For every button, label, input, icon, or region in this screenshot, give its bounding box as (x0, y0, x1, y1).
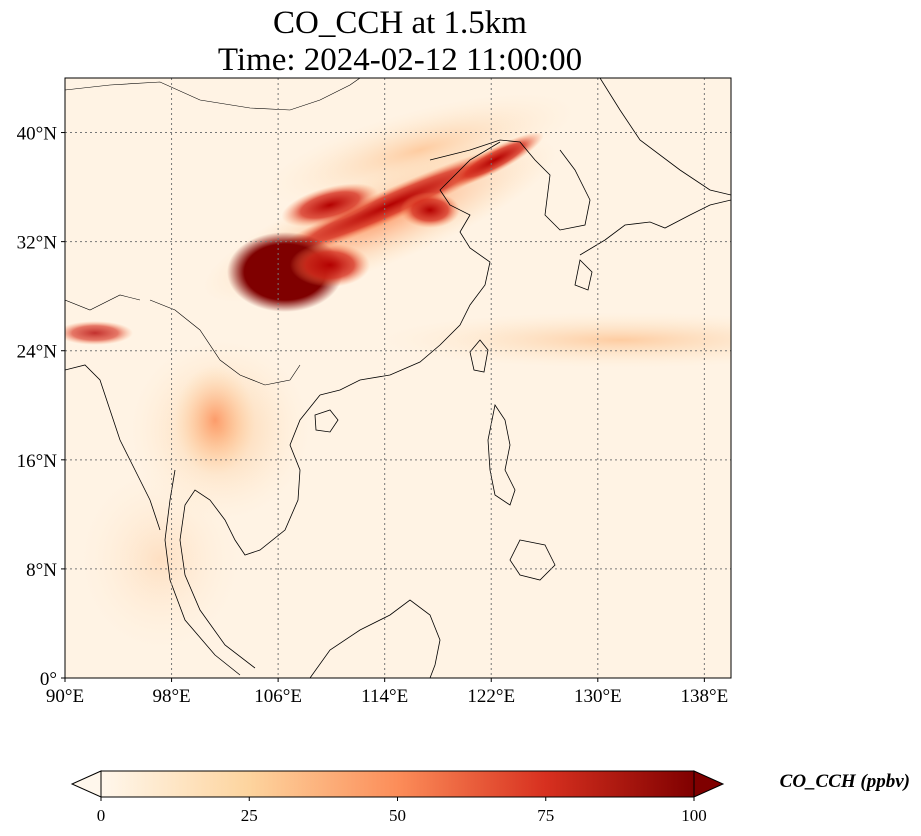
colorbar-tick-label: 25 (241, 806, 258, 825)
coastline-japan (579, 199, 731, 256)
haze-ecs-band (380, 312, 731, 368)
x-tick-label: 138°E (681, 686, 729, 707)
y-tick-label: 0° (40, 669, 57, 690)
colorbar-extend-min (70, 770, 102, 798)
coastline-russia (599, 78, 731, 196)
plume-shandong (400, 192, 460, 228)
border-indochina (149, 299, 301, 386)
coastline-mindanao (509, 539, 556, 581)
x-tick-label: 122°E (467, 686, 515, 707)
x-tick-label: 98°E (152, 686, 190, 707)
plume-indochina (175, 365, 255, 475)
coastline-malay (164, 469, 241, 676)
coastline-china-east (319, 141, 501, 396)
x-axis-ticks: 90°E 98°E 106°E 114°E 122°E 130°E 138°E (46, 678, 728, 707)
concentration-field (65, 93, 731, 650)
gridlines (65, 78, 731, 678)
colorbar-tick-label: 75 (537, 806, 554, 825)
colorbar-ticks: 0 25 50 75 100 (97, 797, 707, 825)
y-tick-label: 16°N (17, 451, 58, 472)
y-tick-label: 24°N (17, 342, 58, 363)
x-tick-label: 90°E (46, 686, 84, 707)
colorbar-label: CO_CCH (ppbv) (780, 771, 910, 792)
coastline-liaodong (429, 139, 591, 231)
coastline-bay-of-bengal (65, 364, 161, 531)
coastline-indochina (179, 394, 321, 669)
coastline-borneo (309, 599, 441, 678)
plume-core-ext (290, 243, 370, 287)
border-south-asia (65, 294, 141, 311)
coastline-kyushu (574, 259, 593, 291)
coastline-hainan (314, 409, 339, 433)
map-subtitle-time: Time: 2024-02-12 11:00:00 (217, 42, 583, 78)
colorbar: 0 25 50 75 100 CO_CCH (ppbv) (70, 770, 910, 825)
plume-liaoning (446, 132, 544, 188)
plume-myanmar (65, 321, 133, 345)
x-tick-label: 130°E (574, 686, 622, 707)
haze-north-band (265, 93, 575, 207)
y-tick-label: 32°N (17, 233, 58, 254)
border-china-mongolia (65, 78, 361, 111)
map-title: CO_CCH at 1.5km (273, 5, 527, 41)
y-tick-label: 40°N (17, 124, 58, 145)
colorbar-tick-label: 100 (681, 806, 707, 825)
plume-hebei (281, 183, 379, 227)
colorbar-tick-label: 0 (97, 806, 106, 825)
y-tick-label: 8°N (26, 560, 57, 581)
x-tick-label: 114°E (361, 686, 408, 707)
map-frame (64, 77, 732, 679)
coastlines (65, 78, 731, 678)
x-tick-label: 106°E (254, 686, 302, 707)
colorbar-gradient (101, 771, 694, 797)
y-axis-ticks: 0° 8°N 16°N 24°N 32°N 40°N (17, 124, 65, 690)
coastline-taiwan (469, 339, 489, 373)
colorbar-extend-max (693, 770, 725, 798)
colorbar-tick-label: 50 (389, 806, 406, 825)
haze-south (80, 470, 240, 650)
coastline-luzon (487, 403, 516, 506)
